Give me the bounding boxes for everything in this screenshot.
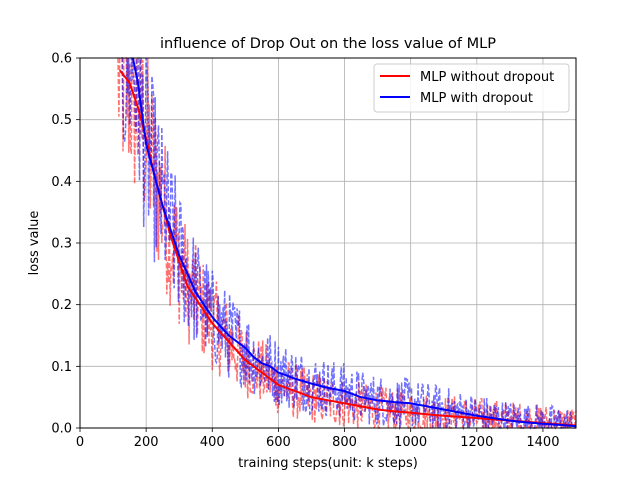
y-tick-label: 0.4 — [51, 175, 72, 190]
x-axis-label: training steps(unit: k steps) — [238, 456, 418, 471]
y-tick-label: 0.5 — [51, 113, 72, 128]
grid-lines — [79, 57, 576, 429]
x-tick-label: 1200 — [460, 435, 493, 450]
x-tick-label: 0 — [76, 435, 84, 450]
legend-box — [373, 63, 570, 113]
x-tick-label: 1400 — [526, 435, 559, 450]
legend: MLP without dropout MLP with dropout — [373, 63, 570, 113]
legend-label-dropout: MLP with dropout — [420, 91, 533, 106]
series-lines — [118, 57, 577, 428]
y-axis-ticks: 0.0 0.1 0.2 0.3 0.4 0.5 0.6 — [51, 52, 80, 437]
y-tick-label: 0.6 — [51, 52, 72, 67]
y-tick-label: 0.2 — [51, 298, 72, 313]
y-axis-label: loss value — [27, 211, 42, 276]
x-tick-label: 200 — [134, 435, 159, 450]
x-tick-label: 1000 — [394, 435, 427, 450]
legend-label-no-dropout: MLP without dropout — [420, 70, 554, 85]
chart-title: influence of Drop Out on the loss value … — [160, 36, 496, 52]
series-line-dropout — [131, 57, 577, 428]
series-line-no-dropout — [118, 69, 577, 427]
x-tick-label: 800 — [332, 435, 357, 450]
y-tick-label: 0.0 — [51, 422, 72, 437]
x-tick-label: 400 — [200, 435, 225, 450]
x-axis-ticks: 0 200 400 600 800 1000 1200 1400 — [76, 428, 559, 450]
y-tick-label: 0.3 — [51, 237, 72, 252]
y-tick-label: 0.1 — [51, 360, 72, 375]
x-tick-label: 600 — [266, 435, 291, 450]
